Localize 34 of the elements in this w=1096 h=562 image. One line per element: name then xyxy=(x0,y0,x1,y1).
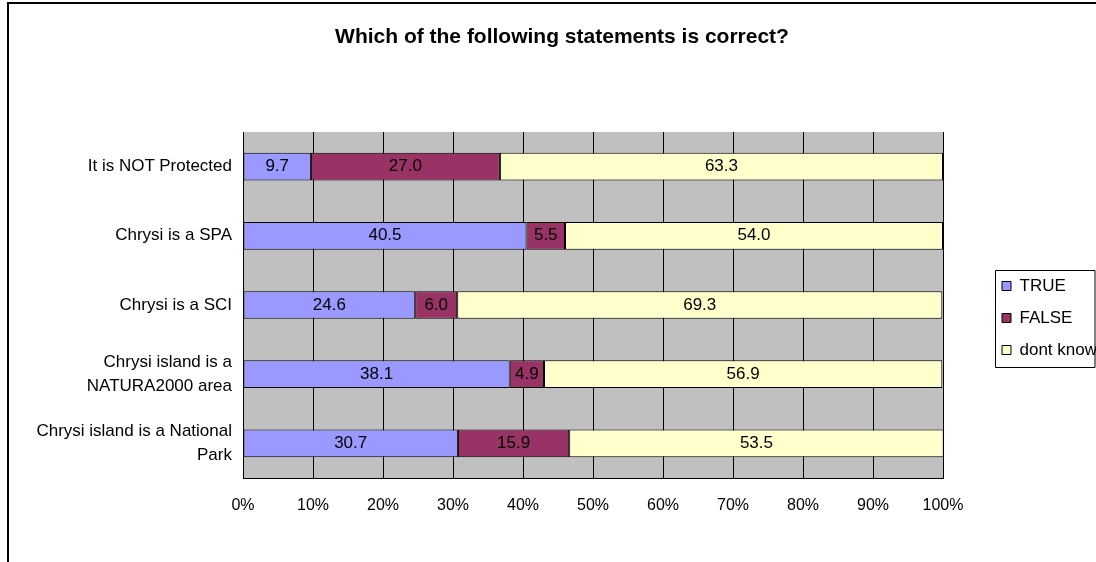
data-label: 38.1 xyxy=(360,363,394,383)
x-tick-label: 0% xyxy=(231,496,255,514)
data-label: 69.3 xyxy=(683,294,717,314)
y-tick-label: It is NOT Protected xyxy=(87,156,232,176)
y-tick-label: Chrysi is a SCI xyxy=(119,294,232,314)
data-label: 5.5 xyxy=(533,225,558,245)
x-tick-label: 30% xyxy=(436,496,470,514)
legend-label: TRUE xyxy=(1019,275,1066,295)
data-label: 15.9 xyxy=(497,433,531,453)
data-label: 24.6 xyxy=(312,294,346,314)
y-tick-label: Chrysi is a SPA xyxy=(115,225,233,245)
x-tick-label: 60% xyxy=(646,496,680,514)
data-label: 27.0 xyxy=(388,156,422,176)
x-tick-label: 100% xyxy=(922,496,964,514)
data-label: 54.0 xyxy=(737,225,771,245)
x-tick-label: 40% xyxy=(506,496,540,514)
data-label: 63.3 xyxy=(704,156,738,176)
y-tick-label: Chrysi island is a NATURA2000 area xyxy=(86,351,233,395)
data-label: 53.5 xyxy=(739,433,773,453)
data-label: 6.0 xyxy=(424,294,449,314)
x-tick-label: 20% xyxy=(366,496,400,514)
data-label: 9.7 xyxy=(265,156,290,176)
chart-title: Which of the following statements is correct? xyxy=(335,23,789,47)
y-tick-label: Chrysi island is a National Park xyxy=(36,421,233,464)
x-tick-label: 80% xyxy=(786,496,820,514)
legend-label: FALSE xyxy=(1019,307,1073,327)
data-label: 30.7 xyxy=(334,433,368,453)
data-label: 40.5 xyxy=(368,225,402,245)
x-tick-label: 10% xyxy=(296,496,330,514)
data-label: 4.9 xyxy=(515,363,539,383)
x-tick-label: 50% xyxy=(576,496,610,514)
x-tick-label: 90% xyxy=(856,496,890,514)
data-label: 56.9 xyxy=(726,363,760,383)
x-tick-label: 70% xyxy=(716,496,750,514)
